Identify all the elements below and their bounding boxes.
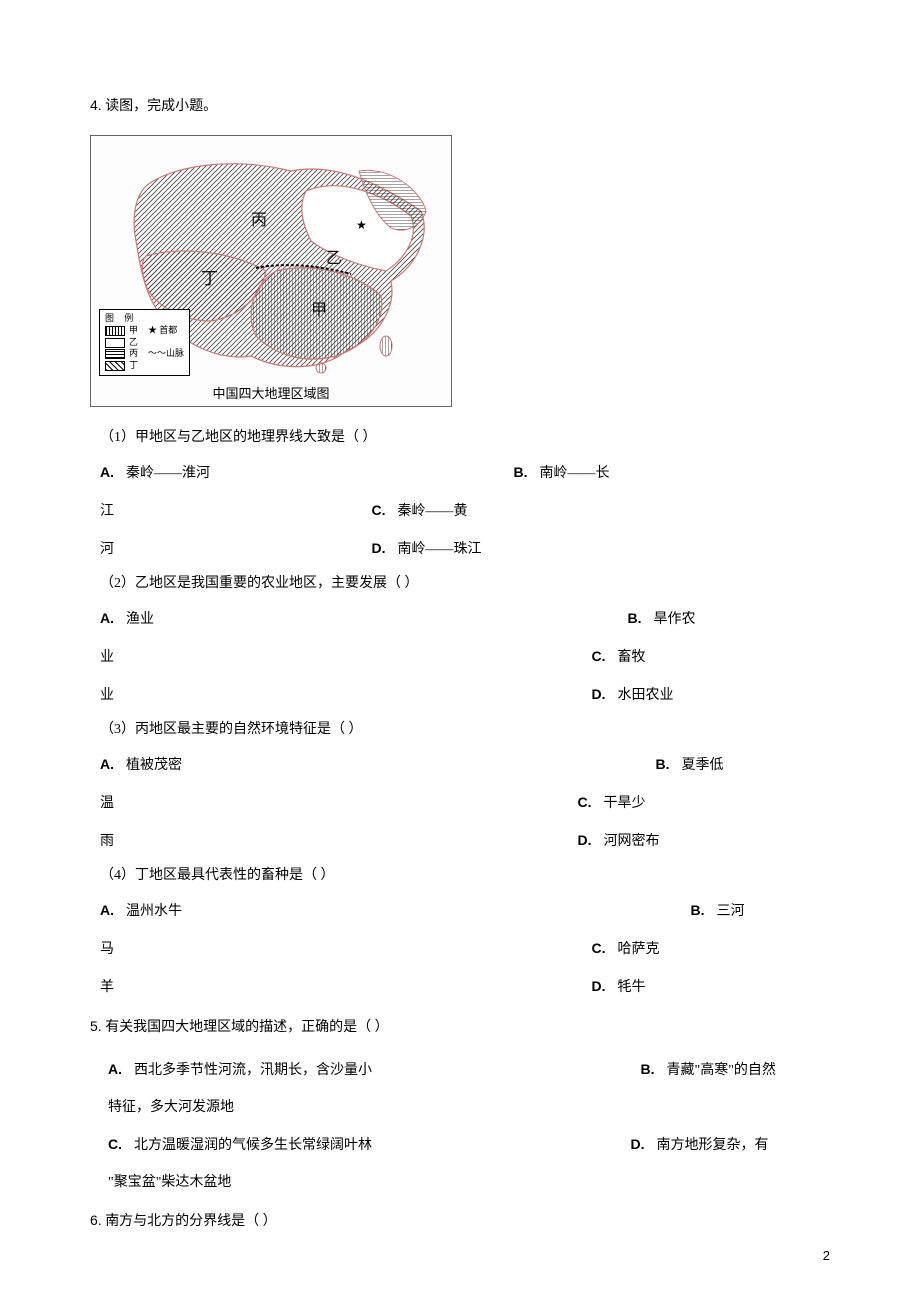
q4-3-b-cont: 温 [100,796,114,811]
opt-b-label: B. [691,892,705,928]
swatch-yi [105,338,125,348]
q4-1-c: 秦岭——黄 [398,504,468,519]
opt-d-label: D. [372,530,386,566]
legend-row: 丙 ～～山脉 [105,348,184,360]
q4-4-a: 温州水牛 [126,904,182,919]
opt-a-label: A. [108,1051,122,1087]
q4-3-d: 河网密布 [604,834,660,849]
q6-stem: 6. 南方与北方的分界线是（ ） [90,1205,830,1238]
q4-4-d: 牦牛 [618,980,646,995]
opt-a-label: A. [100,892,114,928]
capital-star: ★ [356,218,367,233]
q4-1-c-cont: 河 [100,542,114,557]
legend-title: 图 例 [105,313,184,325]
opt-d-label: D. [578,822,592,858]
q4-2-d: 水田农业 [618,688,674,703]
china-regions-map: ★ 甲 乙 丙 丁 图 例 甲 ★ 首都 乙 丙 ～～山脉 丁 中国四大地理区域… [90,135,452,407]
map-legend: 图 例 甲 ★ 首都 乙 丙 ～～山脉 丁 [99,309,190,375]
opt-a-label: A. [100,454,114,490]
q5-b-cont: 特征，多大河发源地 [108,1100,234,1115]
q4-2-b-cont: 业 [100,650,114,665]
q4-1-options: A. 秦岭——淮河 B. 南岭——长 江 C. 秦岭——黄 河 D. 南岭——珠江 [90,454,830,569]
q4-3-options: A. 植被茂密 B. 夏季低 温 C. 干旱少 雨 D. 河网密布 [90,746,830,861]
opt-b-label: B. [628,600,642,636]
map-caption: 中国四大地理区域图 [91,383,451,402]
opt-d-label: D. [592,676,606,712]
opt-b-label: B. [641,1051,655,1087]
label-bing: 丙 [251,206,267,230]
q5-number: 5. [90,1018,102,1034]
q4-3-a: 植被茂密 [126,758,182,773]
opt-d-label: D. [592,968,606,1004]
legend-bing: 丙 [129,348,138,360]
swatch-jia [105,326,125,336]
q4-3-c: 干旱少 [604,796,646,811]
q5-d-cont: "聚宝盆"柴达木盆地 [108,1175,231,1190]
q4-3-stem: （3）丙地区最主要的自然环境特征是（ ） [90,715,830,746]
q4-4-b: 三河 [717,904,745,919]
opt-d-label: D. [631,1126,645,1162]
q4-1-b-cont: 江 [100,504,114,519]
swatch-bing [105,349,125,359]
q5-a: 西北多季节性河流，汛期长，含沙量小 [134,1063,372,1078]
label-ding: 丁 [201,264,218,289]
q5-stem-text: 有关我国四大地理区域的描述，正确的是（ ） [105,1020,389,1035]
opt-a-label: A. [100,600,114,636]
legend-capital: ★ 首都 [148,325,177,337]
opt-c-label: C. [592,930,606,966]
q4-1-a: 秦岭——淮河 [126,466,210,481]
legend-ding: 丁 [129,360,138,372]
hainan [316,363,326,373]
q4-2-a: 渔业 [126,612,154,627]
legend-row: 甲 ★ 首都 [105,325,184,337]
opt-a-label: A. [100,746,114,782]
q4-stem: 4. 读图，完成小题。 [90,90,830,123]
q4-2-b: 旱作农 [654,612,696,627]
q4-2-c: 畜牧 [618,650,646,665]
opt-c-label: C. [372,492,386,528]
label-jia: 甲 [311,296,327,320]
q4-2-stem: （2）乙地区是我国重要的农业地区，主要发展（ ） [90,569,830,600]
q6-stem-text: 南方与北方的分界线是（ ） [105,1214,277,1229]
page-number: 2 [823,1248,830,1263]
legend-row: 乙 [105,337,184,349]
q4-number: 4. [90,97,102,113]
q5-stem: 5. 有关我国四大地理区域的描述，正确的是（ ） [90,1011,830,1044]
taiwan [380,336,392,356]
legend-yi: 乙 [129,337,138,349]
q4-stem-text: 读图，完成小题。 [105,99,217,114]
opt-b-label: B. [656,746,670,782]
q5-d: 南方地形复杂，有 [657,1138,769,1153]
label-yi: 乙 [326,244,342,268]
q4-3-b: 夏季低 [682,758,724,773]
opt-c-label: C. [578,784,592,820]
q6-number: 6. [90,1212,102,1228]
q4-2-options: A. 渔业 B. 旱作农 业 C. 畜牧 业 D. 水田农业 [90,600,830,715]
q5-b: 青藏"高寒"的自然 [667,1063,776,1078]
q4-3-c-cont: 雨 [100,834,114,849]
legend-row: 丁 [105,360,184,372]
q4-4-b-cont: 马 [100,942,114,957]
q4-1-stem: （1）甲地区与乙地区的地理界线大致是（ ） [90,423,830,454]
q4-4-c: 哈萨克 [618,942,660,957]
q4-1-d: 南岭——珠江 [398,542,482,557]
q4-4-options: A. 温州水牛 B. 三河 马 C. 哈萨克 羊 D. 牦牛 [90,892,830,1007]
q4-4-c-cont: 羊 [100,980,114,995]
opt-b-label: B. [514,454,528,490]
q5-c: 北方温暖湿润的气候多生长常绿阔叶林 [134,1138,372,1153]
legend-mountain: ～～山脉 [148,348,184,360]
q4-4-stem: （4）丁地区最具代表性的畜种是（ ） [90,861,830,892]
q4-1-b: 南岭——长 [540,466,610,481]
q5-options: A. 西北多季节性河流，汛期长，含沙量小 B. 青藏"高寒"的自然 特征，多大河发源… [90,1051,830,1201]
opt-c-label: C. [108,1126,122,1162]
swatch-ding [105,361,125,371]
opt-c-label: C. [592,638,606,674]
legend-jia: 甲 [129,325,138,337]
q4-2-c-cont: 业 [100,688,114,703]
